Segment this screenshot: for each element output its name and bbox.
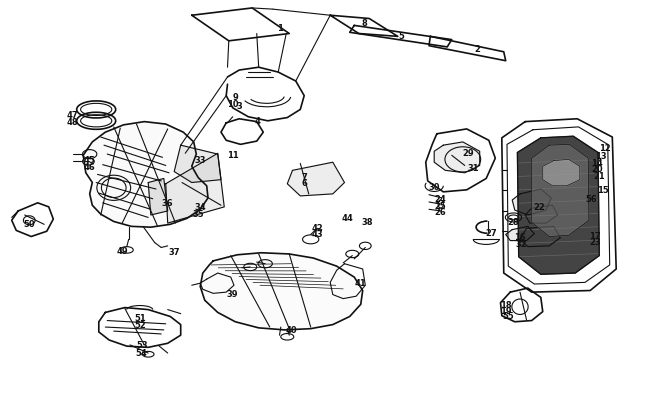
Text: 40: 40 xyxy=(285,326,297,335)
Text: 27: 27 xyxy=(485,228,497,237)
Text: 34: 34 xyxy=(194,203,206,212)
Text: 32: 32 xyxy=(515,239,527,248)
Polygon shape xyxy=(174,146,221,183)
Text: 53: 53 xyxy=(136,341,148,350)
Polygon shape xyxy=(148,179,168,215)
Text: 15: 15 xyxy=(597,186,609,195)
Text: 20: 20 xyxy=(591,165,603,174)
Polygon shape xyxy=(520,227,560,247)
Text: 28: 28 xyxy=(508,217,519,226)
Text: 23: 23 xyxy=(589,238,601,247)
Text: 22: 22 xyxy=(534,202,545,211)
Text: 4: 4 xyxy=(254,117,261,126)
Text: 35: 35 xyxy=(192,209,204,218)
Text: 43: 43 xyxy=(311,230,323,239)
Text: 42: 42 xyxy=(311,223,323,232)
Polygon shape xyxy=(200,253,363,330)
Text: 24: 24 xyxy=(435,195,447,204)
Polygon shape xyxy=(83,122,208,228)
Text: 38: 38 xyxy=(361,217,373,226)
Text: 49: 49 xyxy=(116,247,128,256)
Text: 16: 16 xyxy=(514,232,526,241)
Text: 46: 46 xyxy=(84,162,96,171)
Text: 50: 50 xyxy=(23,219,35,228)
Text: 5: 5 xyxy=(398,32,405,41)
Text: 18: 18 xyxy=(500,300,512,309)
Text: 39: 39 xyxy=(227,289,239,298)
Text: 31: 31 xyxy=(467,164,479,173)
Text: 25: 25 xyxy=(435,201,447,210)
Polygon shape xyxy=(506,227,534,241)
Text: 55: 55 xyxy=(502,311,514,320)
Polygon shape xyxy=(512,190,551,215)
Text: 41: 41 xyxy=(355,278,367,287)
Text: 8: 8 xyxy=(361,19,367,28)
Text: 37: 37 xyxy=(168,247,180,256)
Text: 54: 54 xyxy=(136,348,148,357)
Text: 7: 7 xyxy=(302,173,307,182)
Text: 14: 14 xyxy=(591,158,603,167)
Text: 2: 2 xyxy=(474,45,481,54)
Text: 45: 45 xyxy=(84,156,96,164)
Polygon shape xyxy=(166,154,224,224)
Text: 12: 12 xyxy=(599,143,610,152)
Polygon shape xyxy=(543,160,580,186)
Text: 21: 21 xyxy=(593,172,605,181)
Text: 26: 26 xyxy=(435,207,447,216)
Text: 6: 6 xyxy=(301,179,307,188)
Text: 52: 52 xyxy=(134,320,146,329)
Text: 51: 51 xyxy=(134,313,146,322)
Text: 13: 13 xyxy=(595,151,607,160)
Polygon shape xyxy=(517,137,599,275)
Text: 56: 56 xyxy=(586,195,597,204)
Text: 44: 44 xyxy=(342,213,354,222)
Polygon shape xyxy=(287,163,344,196)
Text: 29: 29 xyxy=(462,149,474,158)
Text: 33: 33 xyxy=(194,156,206,164)
Polygon shape xyxy=(532,145,589,237)
Polygon shape xyxy=(434,143,480,173)
Text: 9: 9 xyxy=(233,93,238,102)
Text: 3: 3 xyxy=(237,102,242,111)
Text: 30: 30 xyxy=(428,183,440,192)
Text: 47: 47 xyxy=(67,111,79,120)
Text: 11: 11 xyxy=(227,150,239,159)
Text: 10: 10 xyxy=(227,100,239,109)
Text: 48: 48 xyxy=(67,118,79,127)
Text: 36: 36 xyxy=(162,199,174,208)
Text: 17: 17 xyxy=(589,231,601,240)
Text: 1: 1 xyxy=(276,24,283,33)
Text: 19: 19 xyxy=(500,306,512,315)
